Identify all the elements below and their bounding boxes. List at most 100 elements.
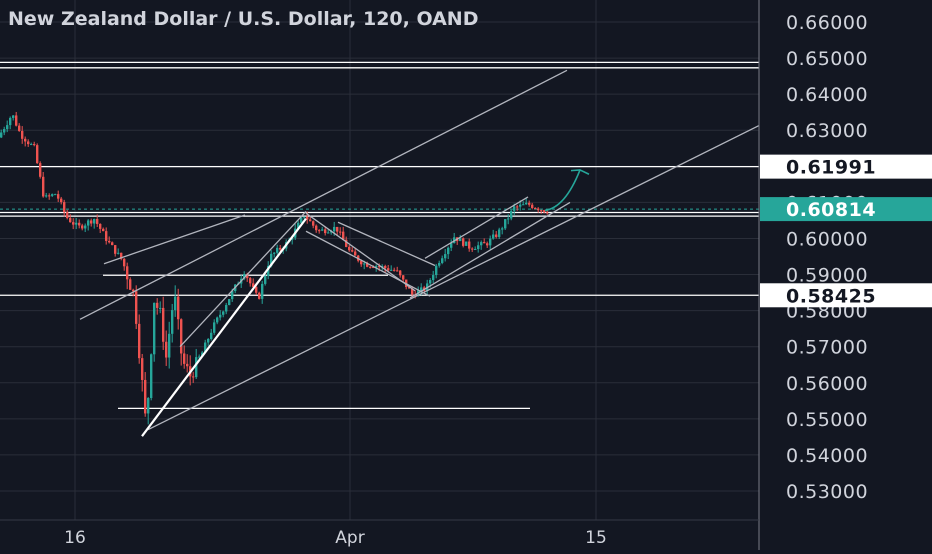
candle-body: [165, 341, 168, 358]
candle-body: [105, 231, 108, 241]
y-tick-label: 0.53000: [786, 481, 868, 503]
candle-body: [363, 263, 366, 265]
trend-lines: [79, 69, 760, 437]
candle-body: [465, 241, 468, 246]
candle-body: [228, 299, 231, 306]
candle-body: [135, 291, 138, 324]
candle-body: [0, 132, 3, 138]
candle-body: [30, 144, 33, 146]
candle-body: [354, 251, 357, 256]
projection-arrow: [544, 169, 581, 212]
candle-body: [390, 269, 393, 271]
candle-body: [204, 342, 207, 353]
price-label: 0.61991: [786, 157, 876, 179]
candle-body: [87, 220, 90, 226]
candles: [0, 111, 549, 425]
candle-body: [63, 202, 66, 213]
candle-body: [84, 225, 87, 229]
candle-body: [420, 287, 423, 291]
candle-body: [24, 138, 27, 142]
candle-body: [252, 283, 255, 287]
falling-line: [305, 230, 431, 297]
candle-body: [27, 141, 30, 145]
candle-body: [57, 194, 60, 199]
candle-body: [342, 231, 345, 240]
candle-body: [255, 286, 258, 293]
candle-body: [537, 208, 540, 211]
candle-body: [78, 222, 81, 226]
candle-body: [243, 273, 246, 279]
y-tick-label: 0.60000: [786, 228, 868, 250]
candle-body: [336, 226, 339, 232]
candle-body: [345, 239, 348, 247]
candle-body: [468, 241, 471, 249]
candle-body: [429, 280, 432, 284]
candle-body: [96, 219, 99, 224]
candle-body: [369, 266, 372, 268]
candle-body: [258, 292, 261, 299]
candle-body: [498, 229, 501, 237]
candle-body: [126, 266, 129, 280]
y-tick-label: 0.55000: [786, 409, 868, 431]
candle-body: [300, 217, 303, 223]
y-tick-label: 0.66000: [786, 12, 868, 34]
candle-body: [459, 238, 462, 242]
candle-body: [132, 289, 135, 292]
candle-body: [108, 240, 111, 243]
candle-body: [387, 268, 390, 271]
candle-body: [327, 232, 330, 234]
candle-body: [348, 246, 351, 251]
candle-body: [525, 202, 528, 205]
candle-body: [147, 398, 150, 414]
candle-body: [198, 356, 201, 358]
candle-body: [435, 265, 438, 276]
channel-lower-line: [147, 124, 760, 431]
candle-body: [450, 243, 453, 248]
candle-body: [393, 269, 396, 271]
candle-body: [21, 130, 24, 139]
candle-body: [51, 194, 54, 196]
horizontal-levels: [0, 61, 759, 410]
candle-body: [138, 323, 141, 359]
candle-body: [183, 353, 186, 364]
candle-body: [36, 145, 39, 164]
candle-body: [486, 243, 489, 246]
rising-channel-line: [179, 210, 307, 348]
candle-body: [411, 288, 414, 295]
candle-body: [168, 333, 171, 358]
candle-body: [378, 266, 381, 268]
x-tick-label: Apr: [335, 528, 364, 548]
candle-body: [489, 238, 492, 246]
candle-body: [81, 225, 84, 229]
candle-body: [333, 226, 336, 232]
y-tick-label: 0.59000: [786, 265, 868, 287]
candle-body: [123, 258, 126, 267]
candle-body: [12, 115, 15, 118]
candle-body: [66, 212, 69, 219]
candle-body: [156, 302, 159, 308]
falling-line: [305, 212, 416, 292]
candle-body: [339, 231, 342, 233]
candle-body: [69, 218, 72, 223]
candle-body: [483, 242, 486, 244]
candle-body: [462, 238, 465, 246]
candle-body: [480, 242, 483, 246]
candle-body: [321, 229, 324, 231]
candle-body: [444, 254, 447, 259]
candle-body: [3, 129, 6, 133]
candle-body: [546, 212, 549, 214]
falling-line: [337, 221, 436, 267]
candle-body: [495, 234, 498, 237]
candle-body: [408, 286, 411, 289]
price-label: 0.60814: [786, 199, 876, 221]
candle-body: [315, 225, 318, 231]
candle-body: [210, 332, 213, 339]
candle-body: [207, 338, 210, 343]
candle-body: [231, 291, 234, 300]
candle-body: [261, 283, 264, 299]
candle-body: [171, 310, 174, 334]
candle-body: [273, 252, 276, 254]
candle-body: [42, 176, 45, 197]
